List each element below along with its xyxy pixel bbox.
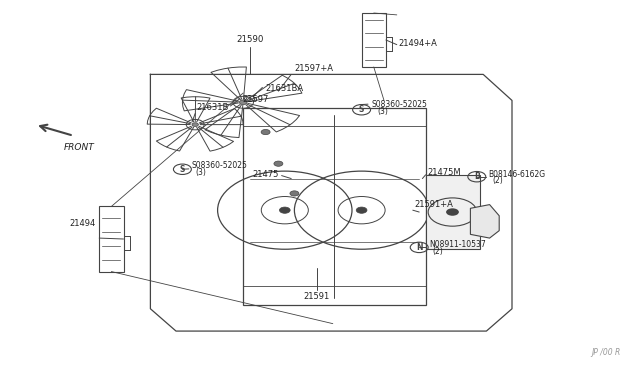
Circle shape	[280, 207, 290, 213]
Circle shape	[446, 208, 459, 216]
Text: 21591+A: 21591+A	[415, 201, 454, 209]
Text: 21494: 21494	[70, 219, 96, 228]
Text: N: N	[416, 243, 422, 252]
Text: S: S	[359, 105, 364, 114]
Circle shape	[274, 161, 283, 166]
Circle shape	[192, 123, 198, 126]
Text: N08911-10537: N08911-10537	[429, 240, 486, 249]
Text: (3): (3)	[378, 107, 388, 116]
Text: B08146-6162G: B08146-6162G	[488, 170, 545, 179]
Text: 21475M: 21475M	[428, 169, 461, 177]
Text: 21591: 21591	[303, 292, 330, 301]
Polygon shape	[470, 205, 499, 238]
Text: (2): (2)	[493, 176, 504, 185]
Text: B: B	[474, 172, 479, 181]
Text: (3): (3)	[195, 168, 206, 177]
Text: 21494+A: 21494+A	[398, 39, 437, 48]
Text: 21631BA: 21631BA	[266, 84, 304, 93]
Text: 21597: 21597	[242, 95, 268, 104]
Circle shape	[239, 100, 247, 105]
Bar	[243, 108, 426, 305]
Text: 21590: 21590	[236, 35, 263, 44]
Circle shape	[290, 191, 299, 196]
Circle shape	[261, 129, 270, 135]
Bar	[99, 206, 124, 272]
Bar	[426, 175, 480, 249]
Text: FRONT: FRONT	[64, 143, 95, 152]
Text: (2): (2)	[433, 247, 444, 256]
Text: JP /00 R: JP /00 R	[591, 348, 621, 357]
Text: S: S	[180, 165, 185, 174]
Text: S08360-52025: S08360-52025	[371, 100, 427, 109]
Circle shape	[356, 207, 367, 213]
Text: S08360-52025: S08360-52025	[192, 161, 248, 170]
Text: 21597+A: 21597+A	[294, 64, 333, 73]
Text: 21475: 21475	[252, 170, 278, 179]
Text: 21631B: 21631B	[196, 103, 229, 112]
Bar	[362, 13, 386, 67]
